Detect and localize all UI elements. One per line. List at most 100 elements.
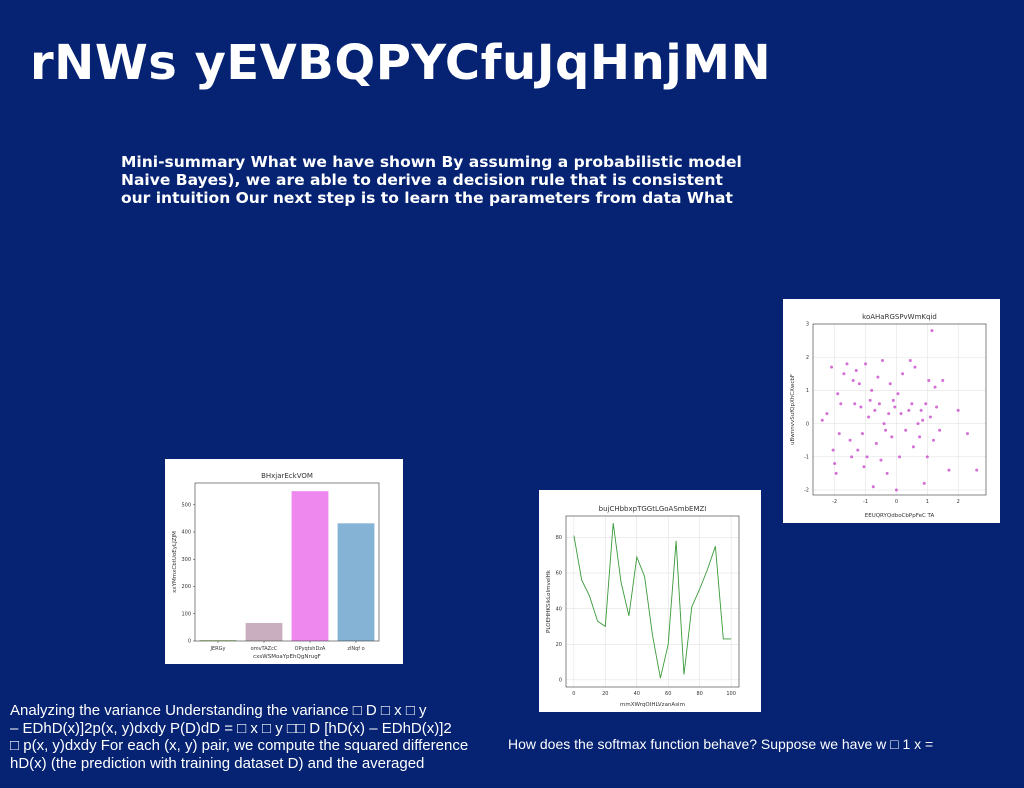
scatter-point <box>842 372 846 376</box>
scatter-point <box>896 392 900 396</box>
scatter-point <box>924 402 928 406</box>
scatter-point <box>930 329 934 333</box>
chart-title: koAHaRGSPvWmKqid <box>862 313 937 321</box>
scatter-point <box>907 408 911 412</box>
chart-title: bujCHbbxpTGGtLGoASmbEMZI <box>599 505 707 513</box>
y-tick-label: 400 <box>181 530 191 536</box>
y-tick-label: 500 <box>181 502 191 508</box>
scatter-point <box>850 455 854 459</box>
scatter-point <box>888 382 892 386</box>
scatter-point <box>965 432 969 436</box>
softmax-text-line: How does the softmax function behave? Su… <box>508 736 934 752</box>
scatter-point <box>876 375 880 379</box>
scatter-point <box>891 398 895 402</box>
scatter-point <box>893 405 897 409</box>
x-axis-label: cxsWSMoaYpEhQgNrugF <box>253 654 321 660</box>
y-tick-label: 60 <box>556 571 562 577</box>
scatter-point <box>836 392 840 396</box>
scatter-point <box>860 432 864 436</box>
scatter-point <box>885 471 889 475</box>
variance-text-line: Analyzing the variance Understanding the… <box>10 702 427 719</box>
scatter-point <box>833 461 837 465</box>
y-tick-label: 200 <box>181 584 191 590</box>
scatter-point <box>871 485 875 489</box>
scatter-point <box>898 455 901 459</box>
variance-text-line: □ p(x, y)dxdy For each (x, y) pair, we c… <box>10 737 469 754</box>
line-chart: bujCHbbxpTGGtLGoASmbEMZI mmXWrqOIHLVzanAs… <box>546 505 740 708</box>
scatter-point <box>890 435 894 439</box>
scatter-point <box>916 422 920 426</box>
scatter-point <box>947 468 951 472</box>
scatter-point <box>859 405 863 409</box>
scatter-point <box>899 412 903 416</box>
scatter-point <box>831 448 835 452</box>
bar <box>291 491 329 641</box>
scatter-point <box>830 365 834 369</box>
bar <box>199 640 237 641</box>
x-tick-label: 0 <box>895 499 898 505</box>
chart-title: BHxjarEckVOM <box>261 472 313 480</box>
scatter-point <box>919 408 923 412</box>
series-line <box>573 523 732 679</box>
scatter-point <box>881 359 885 363</box>
summary-paragraph: Mini-summary What we have shown By assum… <box>121 153 781 207</box>
variance-text-line: – EDhD(x)]2p(x, y)dxdy P(D)dD = □ x □ y … <box>10 719 452 737</box>
x-axis-label: EEUQRYQdboCbPpFeC TA <box>865 513 935 519</box>
summary-line: Mini-summary What we have shown By assum… <box>121 153 742 171</box>
scatter-point <box>820 418 824 422</box>
y-tick-label: 2 <box>806 355 809 361</box>
scatter-point <box>901 372 905 376</box>
x-tick-label: omvTAZcC <box>251 646 278 652</box>
x-tick-label: OPyqtshDzA <box>295 646 326 652</box>
scatter-point <box>925 455 929 459</box>
scatter-point <box>956 408 960 412</box>
x-tick-label: 60 <box>665 691 671 697</box>
scatter-point <box>839 402 843 406</box>
scatter-point <box>857 382 861 386</box>
scatter-point <box>879 458 883 462</box>
bar <box>337 523 375 641</box>
y-tick-label: -1 <box>804 455 809 461</box>
y-tick-label: -2 <box>804 488 809 494</box>
scatter-point <box>865 455 869 459</box>
y-tick-label: 0 <box>559 678 562 684</box>
y-tick-label: 0 <box>188 639 191 645</box>
scatter-point <box>913 365 917 369</box>
line-chart-figure: bujCHbbxpTGGtLGoASmbEMZI mmXWrqOIHLVzanAs… <box>539 490 761 712</box>
scatter-point <box>887 412 891 416</box>
scatter-point <box>910 402 914 406</box>
scatter-point <box>938 428 942 432</box>
y-tick-label: 100 <box>181 611 191 617</box>
scatter-point <box>862 465 866 469</box>
scatter-point <box>874 442 878 446</box>
scatter-point <box>908 359 912 363</box>
scatter-point <box>927 378 931 382</box>
scatter-point <box>894 488 898 492</box>
scatter-point <box>837 432 841 436</box>
scatter-point <box>941 378 945 382</box>
x-tick-label: 40 <box>634 691 640 697</box>
scatter-point <box>834 471 838 475</box>
scatter-chart-figure: koAHaRGSPvWmKqid EEUQRYQdboCbPpFeC TA uBwn… <box>783 299 1000 523</box>
x-tick-label: 0 <box>572 691 575 697</box>
scatter-point <box>933 385 937 389</box>
scatter-point <box>921 418 925 422</box>
y-axis-label: xxYMmxCbtUoEyLJZJM <box>172 531 178 593</box>
scatter-point <box>864 362 868 366</box>
plot-frame <box>812 323 987 496</box>
scatter-point <box>928 415 932 419</box>
scatter-point <box>975 468 979 472</box>
slide-title: rNWs yEVBQPYCfuJqHnjMN <box>30 35 772 91</box>
scatter-point <box>870 388 874 392</box>
x-axis-label: mmXWrqOIHLVzanAsim <box>620 702 685 708</box>
y-tick-label: 3 <box>806 322 809 328</box>
scatter-point <box>856 448 860 452</box>
softmax-text: How does the softmax function behave? Su… <box>508 736 933 753</box>
scatter-point <box>854 368 858 372</box>
plot-frame <box>565 515 740 688</box>
variance-text: Analyzing the variance Understanding the… <box>10 702 505 772</box>
scatter-point <box>904 428 908 432</box>
scatter-point <box>867 415 871 419</box>
x-tick-label: -2 <box>832 499 837 505</box>
scatter-point <box>935 405 939 409</box>
